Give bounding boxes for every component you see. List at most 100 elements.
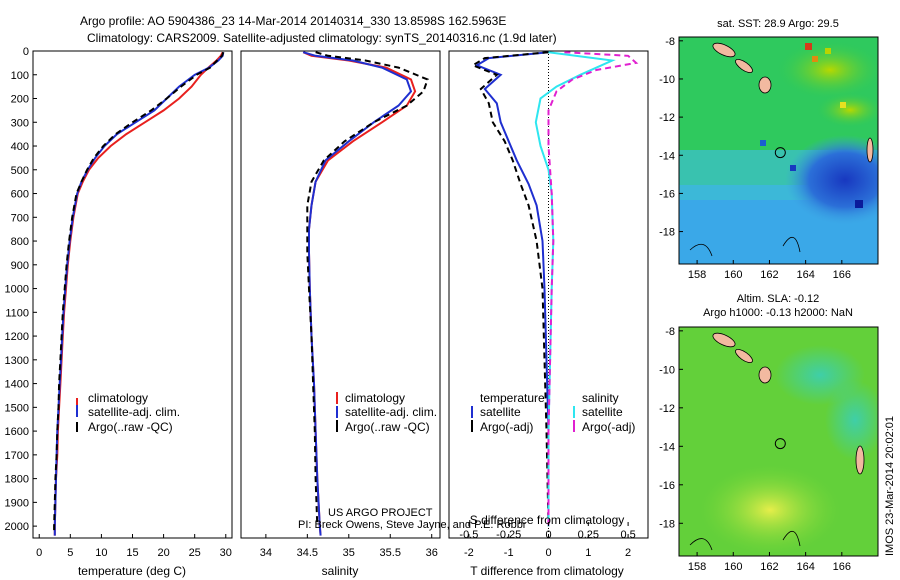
lat-tick-label: -14 [659,441,675,453]
lat-tick-label: -18 [659,227,675,239]
lat-tick-label: -8 [665,36,675,48]
sst-field [679,37,878,264]
lon-tick-label: 162 [760,269,778,281]
legend-label-climatology: climatology [345,391,405,405]
y-tick-label: 1700 [5,450,29,462]
y-tick-label: 900 [11,260,29,272]
x-tick-label: 35 [343,547,355,559]
lon-tick-label: 160 [724,561,742,573]
x-tick-label: -0.25 [496,529,521,541]
series-line-climatology [302,51,417,536]
legend-label-argo: Argo(..raw -QC) [88,420,173,434]
y-tick-label: 100 [11,70,29,82]
y-tick-label: 1300 [5,355,29,367]
y-tick-label: 200 [11,94,29,106]
sla-field [679,327,878,556]
lat-tick-label: -8 [665,326,675,338]
x-tick-label: 5 [67,547,73,559]
sla-map-title-line2: Argo h1000: -0.13 h2000: NaN [703,307,853,319]
lat-tick-label: -12 [659,403,675,415]
sla-map-title-line1: Altim. SLA: -0.12 [737,293,820,305]
x-tick-label: 15 [126,547,138,559]
lat-tick-label: -14 [659,150,675,162]
x-tick-label: 0 [36,547,42,559]
lat-tick-label: -16 [659,188,675,200]
imos-timestamp: IMOS 23-Mar-2014 20:02:01 [884,416,896,556]
y-tick-label: 1200 [5,331,29,343]
x-tick-label: 0.25 [578,529,599,541]
series-line-argo-raw-qc [53,51,225,534]
lat-tick-label: -12 [659,112,675,124]
series-line-temperature-satellite [474,51,550,527]
x-tick-label: 0.5 [620,529,635,541]
salinity-legend: climatology satellite-adj. clim. Argo(..… [336,391,437,434]
difference-panel: -2 -1 0 1 2 -0.5 -0.25 0 0.25 0.5 T difference f… [448,50,649,578]
legend-label-t-argo: Argo(-adj) [480,420,533,434]
x-tick-label: 0 [545,547,551,559]
x-tick-label: 20 [157,547,169,559]
y-tick-label: 1500 [5,402,29,414]
legend-label-t-satellite: satellite [480,405,521,419]
salinity-x-label: salinity [322,564,359,578]
x-tick-label: 0 [545,529,551,541]
figure-title-line2: Climatology: CARS2009. Satellite-adjuste… [87,31,557,45]
series-line-temperature-argo-adj [470,51,550,527]
legend-label-s-satellite: satellite [582,405,623,419]
lat-tick-label: -18 [659,518,675,530]
x-tick-label: 25 [189,547,201,559]
series-line-climatology [53,51,224,536]
y-tick-label: 0 [23,46,29,58]
x-tick-label: 30 [220,547,232,559]
series-line-salinity-satellite [534,51,616,527]
lat-tick-label: -16 [659,480,675,492]
legend-title-temperature: temperature [480,391,545,405]
y-tick-label: 1600 [5,426,29,438]
y-tick-label: 300 [11,117,29,129]
sla-map-frame [678,326,879,557]
x-tick-label: -1 [504,547,514,559]
x-tick-label: -0.5 [459,529,478,541]
y-tick-label: 700 [11,212,29,224]
legend-label-argo: Argo(..raw -QC) [345,420,430,434]
x-tick-label: 1 [585,547,591,559]
x-tick-label: 36 [426,547,438,559]
temperature-x-label: temperature (deg C) [78,564,186,578]
x-tick-label: 35.5 [380,547,401,559]
lon-tick-label: 160 [724,269,742,281]
y-tick-label: 1800 [5,474,29,486]
y-tick-label: 600 [11,189,29,201]
figure-title-line1: Argo profile: AO 5904386_23 14-Mar-2014 … [80,14,506,28]
x-tick-label: 34 [260,547,272,559]
lon-tick-label: 162 [760,561,778,573]
argo-position-marker [774,438,786,450]
series-line-satellite-adj-clim [53,52,225,536]
lat-tick-label: -10 [659,364,675,376]
y-tick-label: 800 [11,236,29,248]
legend-title-salinity: salinity [582,391,619,405]
lon-tick-label: 166 [833,269,851,281]
series-line-satellite-adj-clim [302,51,413,536]
lat-tick-label: -10 [659,74,675,86]
lon-tick-label: 158 [688,561,706,573]
x-tick-label: 2 [625,547,631,559]
difference-legend: temperature satellite Argo(-adj) salinit… [471,391,635,434]
legend-label-s-argo: Argo(-adj) [582,420,635,434]
lon-tick-label: 164 [796,561,814,573]
y-tick-label: 1900 [5,497,29,509]
lon-tick-label: 158 [688,269,706,281]
sst-map-frame [678,36,879,265]
lon-tick-label: 166 [833,561,851,573]
x-tick-label: -2 [464,547,474,559]
sla-map-panel: Altim. SLA: -0.12 Argo h1000: -0.13 h200… [659,293,879,573]
salinity-panel: 34 34.5 35 35.5 36 salinity climatology sate… [240,50,525,578]
difference-x-label: T difference from climatology [470,564,624,578]
legend-label-climatology: climatology [88,391,148,405]
temperature-panel: 0100200300400500600700800900100011001200… [5,46,233,578]
y-tick-label: 500 [11,165,29,177]
y-tick-label: 2000 [5,521,29,533]
difference-top-x-label: S difference from climatology [470,513,625,527]
argo-position-marker [774,147,786,159]
y-tick-label: 1000 [5,284,29,296]
sst-map-panel: sat. SST: 28.9 Argo: 29.5 158 160 162 164 16… [659,18,879,281]
